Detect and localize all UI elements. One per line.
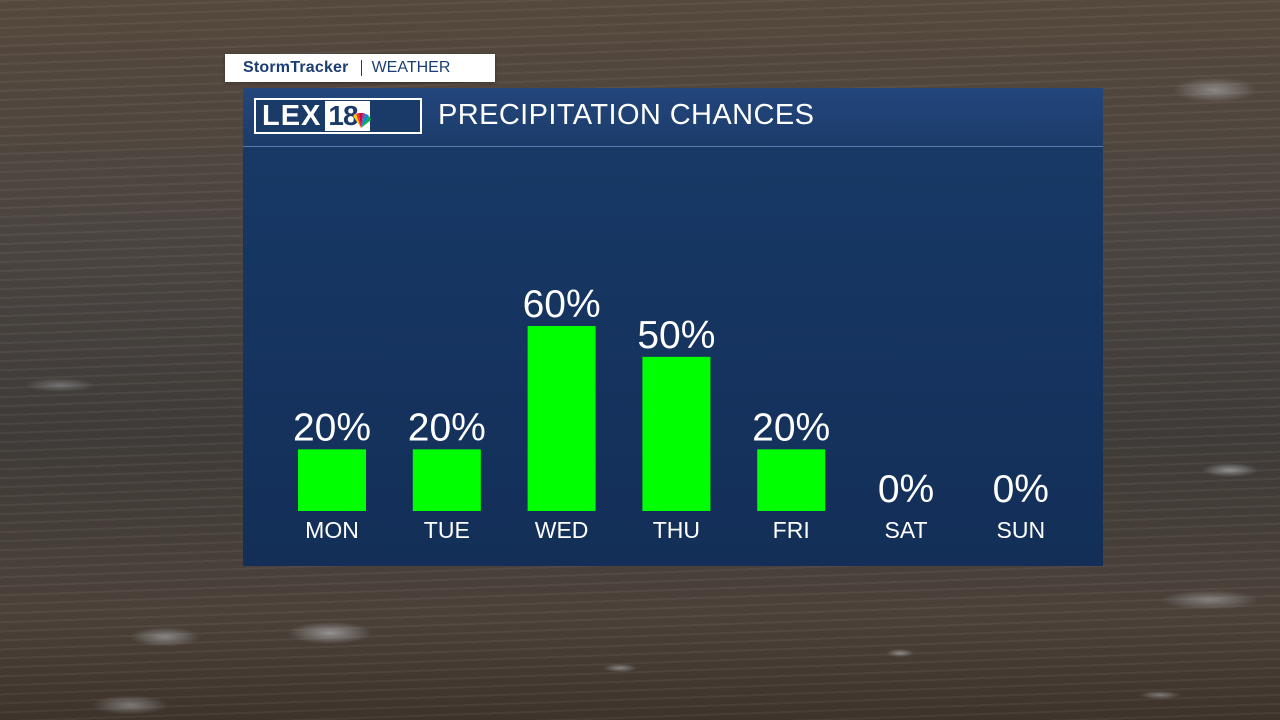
day-label-mon: MON [305,517,359,543]
day-label-fri: FRI [773,517,810,543]
day-label-sat: SAT [884,517,927,543]
value-label-wed: 60% [523,283,601,326]
precipitation-chart: 20% MON 20% TUE 60% WED 50% THU 20% FRI 0% SAT 0% SUN [293,283,1049,543]
lex18-logo: LEX 18 [254,98,422,134]
tag-divider [360,60,362,76]
precipitation-panel: LEX 18 PRECIPITATION CHANCES 20% MON 20% TU… [243,88,1103,566]
value-label-fri: 20% [752,406,830,449]
day-label-thu: THU [653,517,700,543]
value-label-tue: 20% [408,406,486,449]
day-label-wed: WED [535,517,589,543]
bar-thu [642,356,711,511]
stormtracker-brand: StormTracker [243,59,349,76]
value-label-thu: 50% [637,314,715,357]
bar-mon [298,449,366,511]
weather-section-label: WEATHER [371,59,451,76]
logo-lex-text: LEX [262,99,322,132]
value-label-sat: 0% [878,468,934,511]
value-label-sun: 0% [993,468,1049,511]
panel-header: LEX 18 PRECIPITATION CHANCES [243,88,1103,147]
bar-tue [412,449,481,511]
peacock-icon [352,113,371,128]
bar-fri [757,449,826,511]
day-label-tue: TUE [424,517,470,543]
panel-title: PRECIPITATION CHANCES [438,99,815,131]
bar-wed [527,326,596,511]
value-label-mon: 20% [293,406,371,449]
logo-number: 18 [325,101,371,131]
day-label-sun: SUN [997,517,1046,543]
stormtracker-tag: StormTracker WEATHER [225,54,495,82]
